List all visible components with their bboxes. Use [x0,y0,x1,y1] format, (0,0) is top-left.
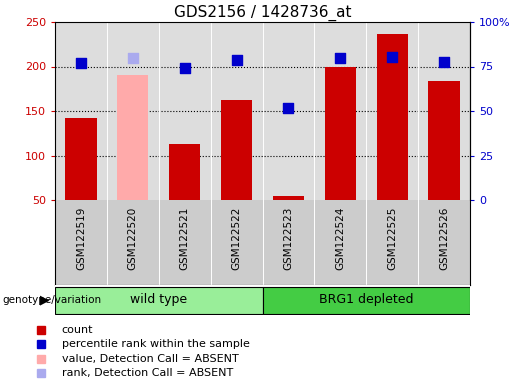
Text: GSM122520: GSM122520 [128,207,138,270]
Text: rank, Detection Call = ABSENT: rank, Detection Call = ABSENT [62,368,233,379]
Point [232,57,241,63]
Point [336,55,345,61]
Text: GSM122522: GSM122522 [232,207,242,270]
Bar [65,118,96,200]
Title: GDS2156 / 1428736_at: GDS2156 / 1428736_at [174,5,351,21]
Text: wild type: wild type [130,293,187,306]
Text: GSM122521: GSM122521 [180,207,190,270]
Bar [169,144,200,200]
Text: BRG1 depleted: BRG1 depleted [319,293,414,306]
Bar [428,81,459,200]
Bar [376,33,408,200]
Bar [325,66,356,200]
Point [129,55,137,61]
Text: GSM122525: GSM122525 [387,207,397,270]
Text: GSM122519: GSM122519 [76,207,86,270]
Point [77,60,85,66]
Point [181,65,189,71]
Text: GSM122526: GSM122526 [439,207,449,270]
Bar [55,286,263,313]
Text: genotype/variation: genotype/variation [3,295,101,305]
Text: percentile rank within the sample: percentile rank within the sample [62,339,250,349]
Text: GSM122523: GSM122523 [283,207,294,270]
Text: ▶: ▶ [40,293,50,306]
Bar [273,195,304,200]
Point [284,105,293,111]
Text: value, Detection Call = ABSENT: value, Detection Call = ABSENT [62,354,238,364]
Bar [221,100,252,200]
Text: GSM122524: GSM122524 [335,207,346,270]
Bar [117,75,148,200]
Point [440,59,448,65]
Bar [263,286,470,313]
Text: count: count [62,325,93,335]
Point [388,54,397,60]
